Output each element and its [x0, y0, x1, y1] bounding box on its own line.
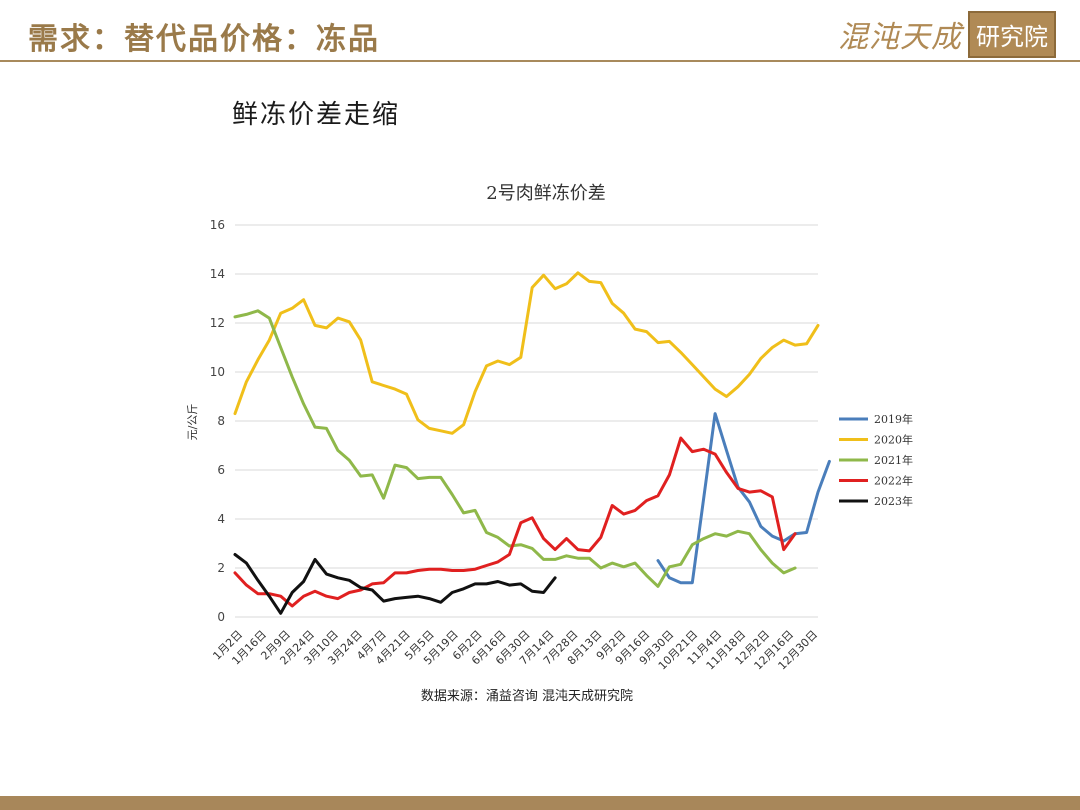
- y-tick-label: 0: [217, 610, 225, 624]
- page-title: 需求：替代品价格：冻品: [28, 22, 380, 57]
- y-axis-ticks: 0 2 4 6 8 10 12 14 16: [210, 218, 225, 624]
- y-tick-label: 6: [217, 463, 225, 477]
- source-note: 数据来源：涌益咨询 混沌天成研究院: [421, 689, 633, 704]
- logo-badge: 研究院: [968, 10, 1056, 58]
- chart-title: 2号肉鲜冻价差: [486, 183, 605, 204]
- chart-grid: [235, 224, 818, 618]
- y-axis-label: 元/公斤: [186, 404, 199, 441]
- x-axis-ticks: 1月2日1月16日2月9日2月24日3月10日3月24日4月7日4月21日5月5…: [210, 628, 820, 673]
- legend-label: 2023年: [874, 494, 913, 508]
- slide-subtitle: 鲜冻价差走缩: [232, 100, 401, 130]
- y-tick-label: 16: [210, 218, 225, 232]
- series-line-2020年: [233, 271, 820, 435]
- chart-series: [233, 271, 831, 615]
- legend-label: 2021年: [874, 453, 913, 467]
- header-divider: [0, 60, 1080, 62]
- series-line-2022年: [233, 436, 797, 608]
- y-tick-label: 4: [217, 512, 225, 526]
- series-line-2023年: [233, 553, 557, 615]
- y-tick-label: 8: [217, 414, 225, 428]
- y-tick-label: 12: [210, 316, 225, 330]
- legend-label: 2022年: [874, 474, 913, 488]
- footer-bar: [0, 796, 1080, 810]
- y-tick-label: 14: [210, 267, 225, 281]
- chart-legend: 2019年 2020年 2021年 2022年 2023年: [839, 412, 913, 508]
- legend-label: 2019年: [874, 412, 913, 426]
- brand-logo: 混沌天成 研究院: [838, 10, 1056, 58]
- y-tick-label: 2: [217, 561, 225, 575]
- series-line-2019年: [656, 412, 831, 585]
- y-tick-label: 10: [210, 365, 225, 379]
- series-line-2021年: [233, 309, 797, 588]
- logo-text: 混沌天成: [838, 20, 962, 55]
- legend-label: 2020年: [874, 433, 913, 447]
